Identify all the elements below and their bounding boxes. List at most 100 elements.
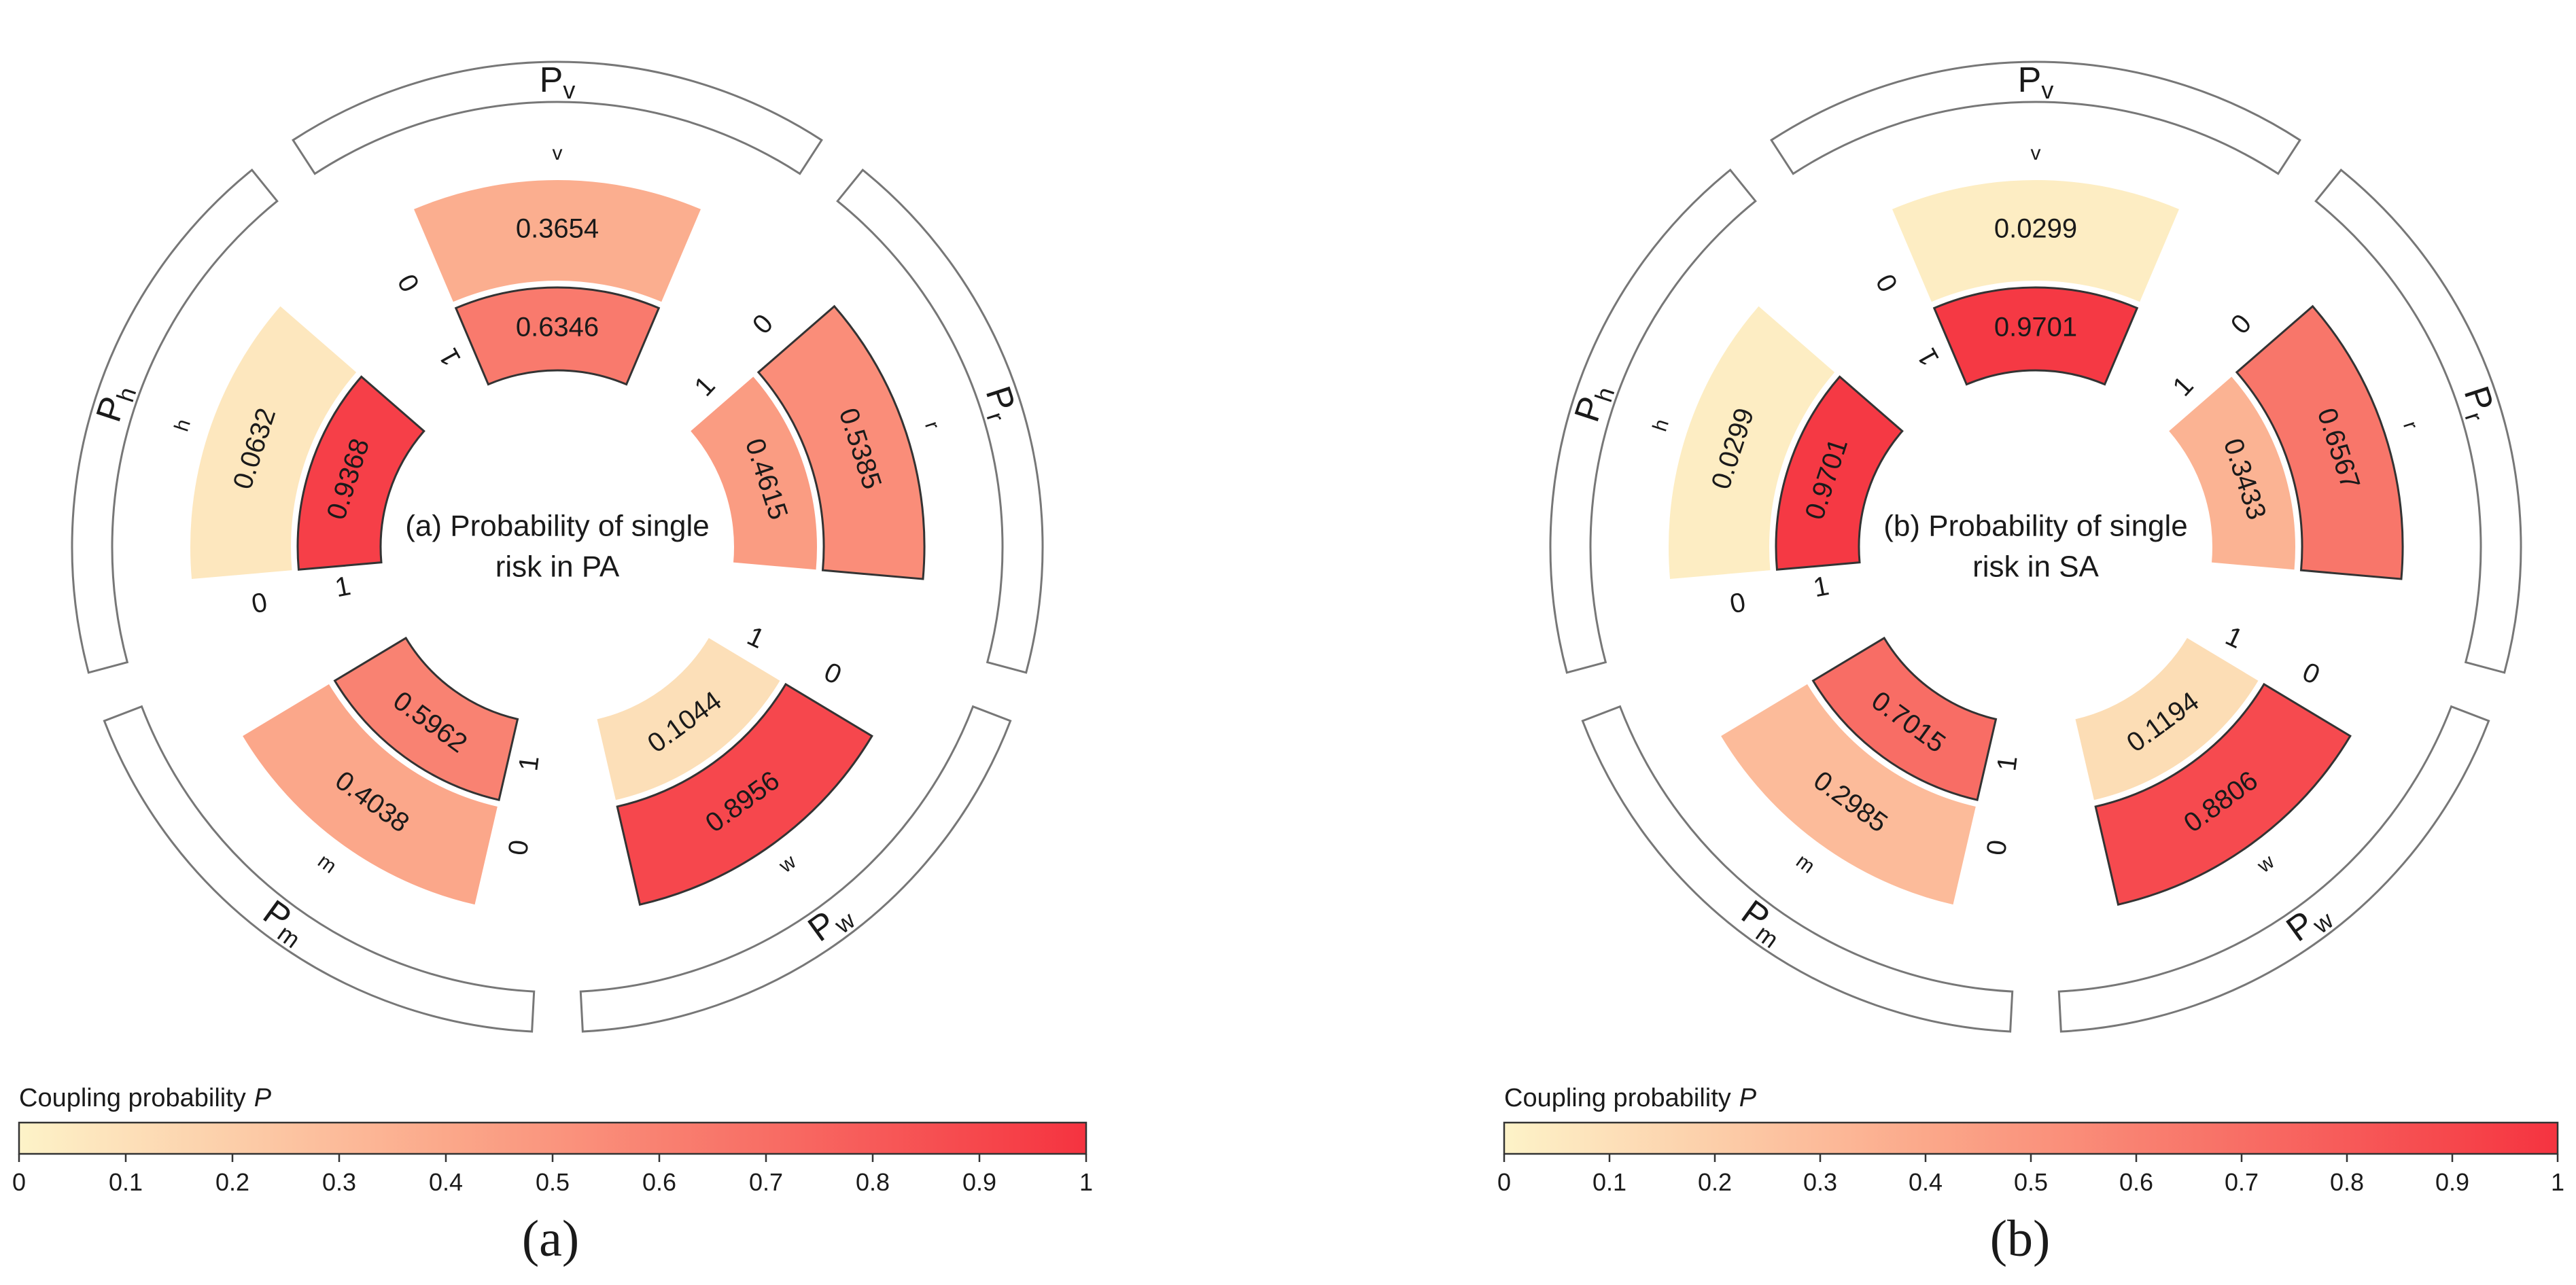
group-frame-v (292, 60, 823, 175)
colorbar-tick-label-7: 0.7 (749, 1168, 783, 1196)
wedge-w-state1 (597, 637, 780, 800)
state-label-w-state1: 1 (743, 621, 769, 654)
value-label-v-state1: 0.6346 (516, 313, 599, 342)
wedge-v-state0 (414, 180, 701, 302)
colorbar-tick-label-0: 0 (1497, 1168, 1511, 1196)
colorbar-tick-label-1: 0.1 (1592, 1168, 1626, 1196)
state-label-m-state1: 1 (513, 754, 544, 773)
group-frame-r (2314, 169, 2522, 674)
group-frame-w (2057, 705, 2490, 1033)
group-frame-m (1581, 705, 2014, 1033)
colorbar-tick-label-6: 0.6 (642, 1168, 676, 1196)
group-frame-h (1549, 169, 1757, 674)
state-label-r-state1: 1 (689, 370, 720, 402)
colorbar-tick-label-5: 0.5 (2014, 1168, 2048, 1196)
colorbar-title: Coupling probability P (19, 1084, 272, 1112)
colorbar-tick-label-2: 0.2 (215, 1168, 249, 1196)
small-label-v: v (553, 142, 563, 164)
group-label-sub: v (2041, 76, 2053, 104)
wedge-h-state0 (1668, 306, 1835, 580)
group-frame-w (579, 705, 1012, 1033)
wedge-m-state1 (333, 636, 519, 802)
center-title-line-1: risk in PA (495, 550, 620, 584)
small-label-m: m (313, 850, 341, 878)
group-label-v: Pv (2018, 60, 2054, 104)
center-title-line-0: (b) Probability of single (1883, 510, 2188, 543)
state-label-h-state1: 1 (332, 571, 353, 603)
state-label-r-state1: 1 (2167, 370, 2199, 402)
colorbar-tick-label-4: 0.4 (429, 1168, 463, 1196)
state-label-r-state0: 0 (747, 309, 779, 340)
state-label-m-state0: 0 (1981, 839, 2013, 857)
wedge-m-state0 (1721, 684, 1976, 905)
state-label-h-state0: 0 (1728, 587, 1748, 619)
colorbar-title-var: P (1739, 1084, 1757, 1112)
wedge-v-state0 (1892, 180, 2179, 302)
value-label-v-state1: 0.9701 (1994, 313, 2077, 342)
colorbar-tick-label-10: 1 (2551, 1168, 2564, 1196)
colorbar-tick-label-8: 0.8 (2330, 1168, 2364, 1196)
colorbar-tick-label-2: 0.2 (1698, 1168, 1732, 1196)
wedge-r-state1 (691, 376, 818, 570)
colorbar-title-var: P (254, 1084, 272, 1112)
colorbar-title: Coupling probability P (1504, 1084, 1757, 1112)
colorbar-tick-label-9: 0.9 (2435, 1168, 2469, 1196)
group-label-h: Ph (88, 379, 141, 428)
wedge-v-state1 (1932, 286, 2139, 386)
wedge-m-state0 (243, 684, 498, 905)
wedge-h-state1 (296, 375, 425, 571)
group-frame-h (71, 169, 279, 674)
group-label-v: Pv (540, 60, 576, 104)
colorbar-title-text: Coupling probability (1504, 1084, 1731, 1112)
small-label-h: h (171, 417, 196, 434)
group-label-main: P (2018, 60, 2042, 100)
colorbar-tick-label-1: 0.1 (109, 1168, 143, 1196)
state-label-v-state0: 0 (1870, 269, 1904, 297)
group-frame-r (836, 169, 1044, 674)
colorbar-tick-label-4: 0.4 (1909, 1168, 1943, 1196)
state-label-v-state1: 1 (1912, 343, 1945, 371)
group-label-main: P (540, 60, 563, 100)
colorbar-tick-label-8: 0.8 (856, 1168, 890, 1196)
panel-label: (b) (1990, 1210, 2051, 1267)
state-label-w-state1: 1 (2221, 621, 2248, 654)
panel-label: (a) (522, 1210, 579, 1267)
state-label-w-state0: 0 (820, 657, 846, 690)
small-label-h: h (1649, 417, 1674, 434)
state-label-v-state1: 1 (434, 343, 467, 371)
state-label-v-state0: 0 (392, 269, 425, 297)
small-label-r: r (920, 419, 943, 432)
colorbar-tick-label-0: 0 (12, 1168, 26, 1196)
group-label-sub: v (563, 76, 575, 104)
wedge-r-state1 (2169, 376, 2296, 570)
group-frame-m (103, 705, 536, 1033)
small-label-v: v (2031, 142, 2041, 164)
small-label-w: w (2252, 850, 2278, 877)
wedge-w-state0 (2094, 682, 2352, 906)
wedge-w-state1 (2075, 637, 2259, 800)
small-label-w: w (774, 850, 800, 877)
wedge-r-state0 (756, 304, 926, 580)
wedge-r-state0 (2235, 304, 2404, 580)
colorbar-tick-label-9: 0.9 (962, 1168, 996, 1196)
value-label-v-state0: 0.3654 (516, 214, 599, 244)
small-label-m: m (1792, 850, 1819, 878)
colorbar-title-text: Coupling probability (19, 1084, 246, 1112)
wedge-m-state1 (1811, 636, 1998, 802)
state-label-h-state0: 0 (249, 587, 270, 619)
wedge-v-state1 (454, 286, 661, 386)
state-label-h-state1: 1 (1811, 571, 1831, 603)
state-label-w-state0: 0 (2298, 657, 2325, 690)
colorbar-bar (18, 1121, 1087, 1155)
colorbar-tick-label-5: 0.5 (536, 1168, 570, 1196)
wedge-w-state0 (616, 682, 873, 906)
state-label-m-state0: 0 (503, 839, 534, 857)
state-label-r-state0: 0 (2225, 309, 2257, 340)
colorbar-tick-label-7: 0.7 (2225, 1168, 2259, 1196)
center-title-line-0: (a) Probability of single (405, 510, 710, 543)
colorbar-bar (1503, 1121, 2559, 1155)
colorbar-tick-label-10: 1 (1079, 1168, 1093, 1196)
